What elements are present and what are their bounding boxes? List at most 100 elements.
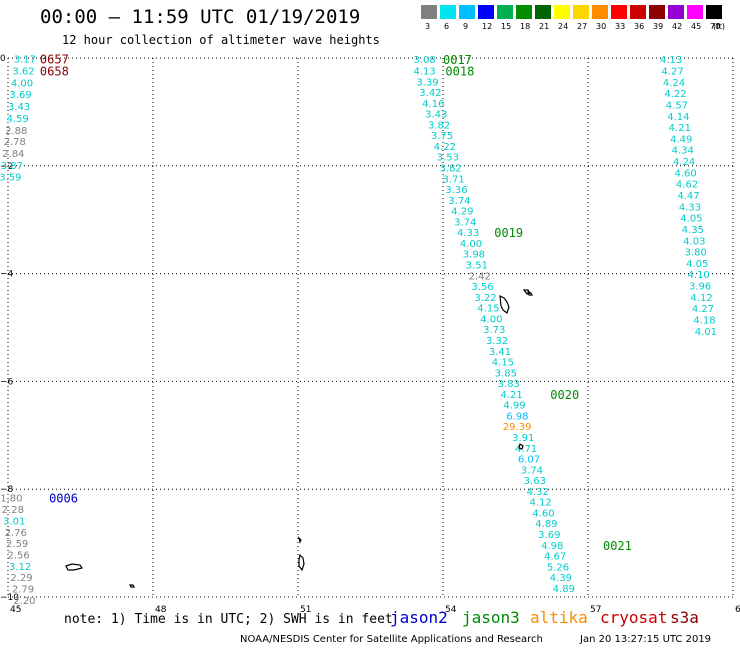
wave-height-value: 3.71 bbox=[442, 174, 464, 185]
wave-height-value: 4.89 bbox=[535, 519, 557, 530]
legend-swatch bbox=[421, 5, 437, 19]
wave-height-value: 3.98 bbox=[463, 250, 485, 261]
wave-height-value: 3.56 bbox=[471, 282, 493, 293]
wave-height-value: 3.63 bbox=[524, 476, 546, 487]
wave-height-value: 2.79 bbox=[12, 584, 34, 595]
wave-height-value: 4.89 bbox=[553, 584, 575, 595]
x-tick-label: 60 bbox=[735, 605, 740, 615]
legend-swatch bbox=[706, 5, 722, 19]
pass-time-label: 0020 bbox=[550, 388, 579, 402]
wave-height-value: 4.22 bbox=[664, 89, 686, 100]
wave-height-value: 2.42 bbox=[469, 271, 491, 282]
wave-height-value: 4.33 bbox=[679, 202, 701, 213]
wave-height-value: 3.01 bbox=[3, 517, 25, 528]
wave-height-value: 3.69 bbox=[9, 90, 31, 101]
island-outline bbox=[518, 443, 524, 450]
legend-swatch bbox=[668, 5, 684, 19]
wave-height-value: 4.67 bbox=[544, 552, 566, 563]
footer-credit: NOAA/NESDIS Center for Satellite Applica… bbox=[240, 634, 543, 645]
wave-height-value: 3.85 bbox=[495, 368, 517, 379]
wave-height-value: 1.80 bbox=[0, 493, 22, 504]
wave-height-value: 4.60 bbox=[674, 168, 696, 179]
legend-label: 9 bbox=[463, 22, 469, 31]
wave-height-value: 3.12 bbox=[9, 562, 31, 573]
wave-height-value: 4.05 bbox=[680, 214, 702, 225]
wave-height-value: 4.05 bbox=[686, 259, 708, 270]
wave-height-value: 3.59 bbox=[0, 173, 22, 184]
wave-height-value: 4.13 bbox=[413, 66, 435, 77]
wave-height-value: 3.42 bbox=[419, 88, 441, 99]
wave-height-value: 4.12 bbox=[690, 293, 712, 304]
wave-height-value: 3.91 bbox=[512, 433, 534, 444]
wave-height-value: 2.84 bbox=[2, 149, 24, 160]
wave-height-value: 2.29 bbox=[10, 573, 32, 584]
wave-height-value: 3.08 bbox=[413, 55, 435, 66]
satellite-name: jason3 bbox=[462, 608, 520, 627]
wave-height-value: 4.49 bbox=[670, 134, 692, 145]
wave-height-value: 5.26 bbox=[547, 562, 569, 573]
wave-height-value: 4.21 bbox=[500, 390, 522, 401]
wave-height-value: 4.13 bbox=[660, 55, 682, 66]
wave-height-value: 2.78 bbox=[4, 137, 26, 148]
wave-height-value: 3.36 bbox=[445, 185, 467, 196]
wave-height-value: 4.39 bbox=[550, 573, 572, 584]
y-tick-label: −8 bbox=[0, 485, 14, 495]
wave-height-value: 2.56 bbox=[7, 550, 29, 561]
wave-height-value: 4.98 bbox=[541, 541, 563, 552]
y-tick-label: −4 bbox=[0, 270, 14, 280]
map-subtitle: 12 hour collection of altimeter wave hei… bbox=[62, 33, 380, 47]
wave-height-value: 3.82 bbox=[440, 163, 462, 174]
wave-height-value: 4.99 bbox=[503, 401, 525, 412]
wave-height-value: 4.60 bbox=[532, 508, 554, 519]
legend-label: 18 bbox=[520, 22, 531, 31]
wave-height-value: 4.59 bbox=[7, 114, 29, 125]
wave-height-value: 4.32 bbox=[527, 487, 549, 498]
y-tick-label: −10 bbox=[0, 593, 19, 603]
legend-label: 15 bbox=[501, 22, 512, 31]
wave-height-value: 4.62 bbox=[676, 180, 698, 191]
wave-height-value: 4.01 bbox=[695, 327, 717, 338]
satellite-name: jason2 bbox=[390, 608, 448, 627]
legend-label: 36 bbox=[634, 22, 645, 31]
wave-height-value: 29.39 bbox=[503, 422, 532, 433]
legend-swatch bbox=[592, 5, 608, 19]
legend-swatch bbox=[497, 5, 513, 19]
pass-time-label: 0017 bbox=[443, 53, 472, 67]
wave-height-value: 3.51 bbox=[466, 261, 488, 272]
wave-height-value: 3.74 bbox=[521, 465, 543, 476]
wave-height-value: 3.41 bbox=[489, 347, 511, 358]
units-note: note: 1) Time is in UTC; 2) SWH is in fe… bbox=[64, 612, 393, 627]
island-outline bbox=[527, 291, 533, 296]
wave-height-value: 4.21 bbox=[669, 123, 691, 134]
wave-height-value: 3.74 bbox=[454, 217, 476, 228]
satellite-name: s3a bbox=[670, 608, 699, 627]
legend-swatch bbox=[440, 5, 456, 19]
wave-height-value: 4.57 bbox=[666, 100, 688, 111]
legend-label: 24 bbox=[558, 22, 569, 31]
wave-height-value: 4.00 bbox=[11, 78, 33, 89]
legend-label: 3 bbox=[425, 22, 431, 31]
legend-label: 12 bbox=[482, 22, 493, 31]
x-tick-label: 54 bbox=[445, 605, 457, 615]
wave-height-value: 3.62 bbox=[12, 66, 34, 77]
legend-label: 70 bbox=[710, 22, 721, 31]
legend-label: 27 bbox=[577, 22, 588, 31]
legend-label: 30 bbox=[596, 22, 607, 31]
island-outline bbox=[499, 294, 510, 314]
wave-height-value: 2.76 bbox=[5, 528, 27, 539]
wave-height-value: 3.80 bbox=[685, 248, 707, 259]
wave-height-value: 4.47 bbox=[677, 191, 699, 202]
legend-swatch bbox=[554, 5, 570, 19]
footer-timestamp: Jan 20 13:27:15 UTC 2019 bbox=[580, 634, 712, 645]
wave-height-value: 4.27 bbox=[661, 66, 683, 77]
wave-height-value: 4.27 bbox=[692, 304, 714, 315]
legend-unit: (ft) bbox=[713, 22, 726, 31]
wave-height-value: 6.98 bbox=[506, 411, 528, 422]
pass-time-label: 0658 bbox=[40, 64, 69, 78]
wave-height-value: 3.83 bbox=[498, 379, 520, 390]
legend-label: 33 bbox=[615, 22, 626, 31]
wave-height-value: 3.17 bbox=[14, 55, 36, 66]
island-outline bbox=[298, 553, 305, 572]
legend-label: 42 bbox=[672, 22, 683, 31]
